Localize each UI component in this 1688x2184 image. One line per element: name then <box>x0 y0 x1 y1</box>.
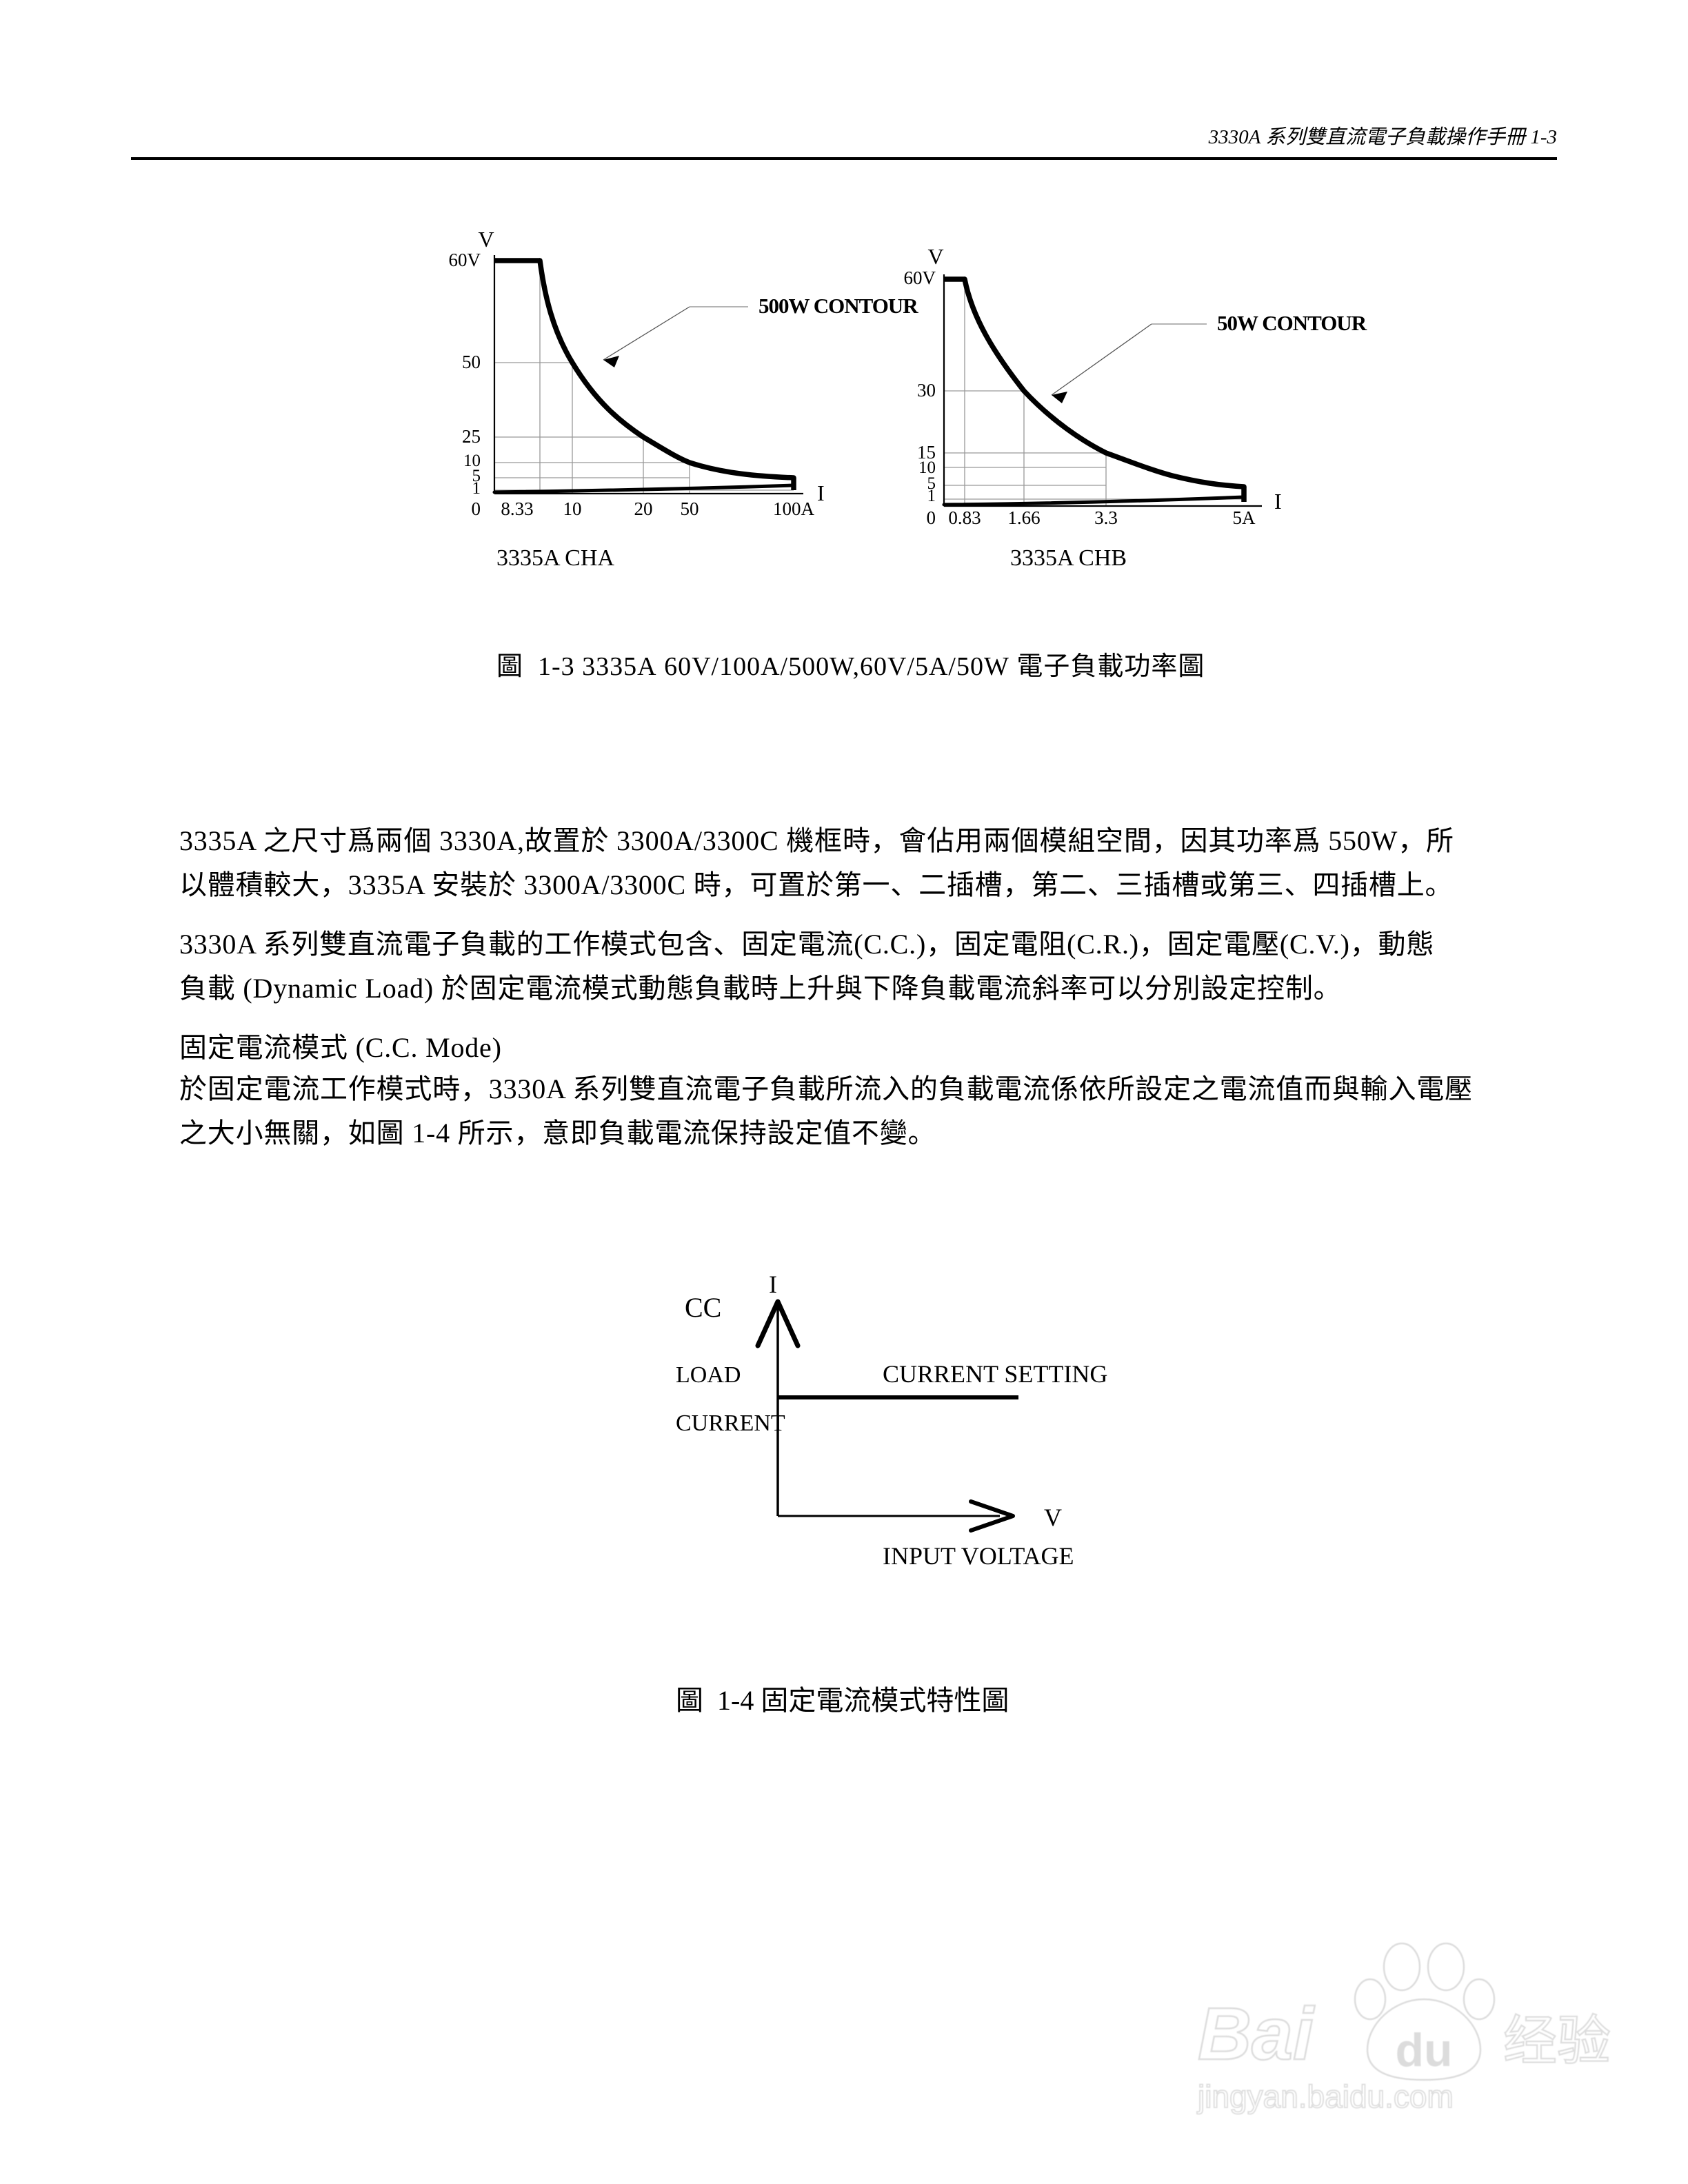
svg-text:V: V <box>1044 1504 1062 1531</box>
svg-text:100A: 100A <box>773 498 815 519</box>
svg-text:1.66: 1.66 <box>1007 507 1040 528</box>
svg-text:0: 0 <box>472 498 481 519</box>
svg-text:0: 0 <box>927 507 936 528</box>
svg-text:20: 20 <box>634 498 653 519</box>
svg-text:60V: 60V <box>449 250 481 270</box>
svg-text:圖 1-4 固定電流模式特性圖: 圖 1-4 固定電流模式特性圖 <box>676 1685 1009 1716</box>
svg-text:5A: 5A <box>1233 507 1256 528</box>
svg-text:V: V <box>478 227 494 252</box>
svg-text:3335A CHA: 3335A CHA <box>496 545 614 571</box>
svg-text:经验: 经验 <box>1503 2010 1611 2071</box>
svg-text:3.3: 3.3 <box>1094 507 1118 528</box>
svg-text:0.83: 0.83 <box>948 507 981 528</box>
svg-text:1: 1 <box>927 487 936 505</box>
svg-text:8.33: 8.33 <box>501 498 533 519</box>
svg-text:50W CONTOUR: 50W CONTOUR <box>1217 311 1367 335</box>
svg-text:LOAD: LOAD <box>676 1362 741 1388</box>
svg-text:du: du <box>1395 2024 1452 2076</box>
svg-text:30: 30 <box>917 380 936 401</box>
svg-text:INPUT VOLTAGE: INPUT VOLTAGE <box>883 1542 1074 1570</box>
svg-text:I: I <box>769 1271 777 1298</box>
svg-text:CC: CC <box>685 1292 721 1323</box>
svg-text:1: 1 <box>472 479 481 498</box>
svg-text:I: I <box>817 481 825 505</box>
svg-text:50: 50 <box>462 352 481 372</box>
svg-text:CURRENT SETTING: CURRENT SETTING <box>883 1360 1107 1388</box>
svg-text:10: 10 <box>563 498 582 519</box>
svg-text:3335A CHB: 3335A CHB <box>1010 545 1127 571</box>
svg-text:V: V <box>927 244 943 269</box>
svg-text:Bai: Bai <box>1198 1992 1315 2075</box>
svg-text:50: 50 <box>681 498 699 519</box>
svg-text:60V: 60V <box>904 267 936 288</box>
svg-text:500W CONTOUR: 500W CONTOUR <box>758 294 918 318</box>
svg-text:25: 25 <box>462 426 481 447</box>
svg-text:I: I <box>1274 489 1282 514</box>
svg-text:CURRENT: CURRENT <box>676 1410 785 1436</box>
svg-text:jingyan.baidu.com: jingyan.baidu.com <box>1196 2079 1454 2114</box>
